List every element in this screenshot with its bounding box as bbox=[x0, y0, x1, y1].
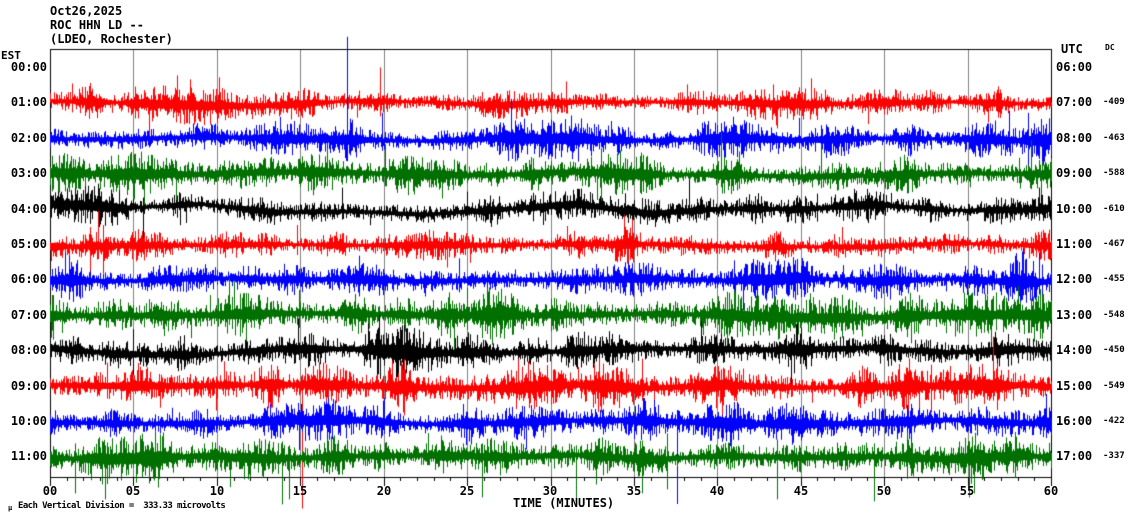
est-hour-label: 09:00 bbox=[10, 379, 47, 393]
est-axis-header: EST bbox=[1, 49, 21, 62]
utc-hour-label: 08:00 bbox=[1056, 131, 1093, 145]
minute-tick-label: 45 bbox=[793, 484, 809, 498]
utc-hour-label: 10:00 bbox=[1056, 202, 1093, 216]
dc-offset-value: -610 bbox=[1103, 204, 1125, 214]
minute-tick-label: 15 bbox=[292, 484, 308, 498]
est-hour-label: 11:00 bbox=[10, 449, 47, 463]
dc-offset-value: -548 bbox=[1103, 310, 1125, 320]
est-hour-label: 00:00 bbox=[10, 60, 47, 74]
utc-hour-label: 17:00 bbox=[1056, 449, 1093, 463]
mu-mark: μ bbox=[8, 504, 13, 512]
dc-offset-value: -409 bbox=[1103, 97, 1125, 107]
est-hour-label: 08:00 bbox=[10, 343, 47, 357]
utc-hour-label: 09:00 bbox=[1056, 166, 1093, 180]
utc-hour-label: 15:00 bbox=[1056, 379, 1093, 393]
est-hour-label: 02:00 bbox=[10, 131, 47, 145]
utc-hour-label: 16:00 bbox=[1056, 414, 1093, 428]
dc-column-header: DC bbox=[1105, 43, 1115, 52]
dc-offset-value: -337 bbox=[1103, 451, 1125, 461]
dc-offset-value: -450 bbox=[1103, 345, 1125, 355]
minute-tick-label: 20 bbox=[376, 484, 392, 498]
utc-axis-header: UTC bbox=[1061, 42, 1083, 56]
dc-offset-value: -588 bbox=[1103, 168, 1125, 178]
x-axis-title: TIME (MINUTES) bbox=[513, 496, 615, 510]
est-hour-label: 07:00 bbox=[10, 308, 47, 322]
minute-tick-label: 40 bbox=[709, 484, 725, 498]
minute-tick-label: 25 bbox=[459, 484, 475, 498]
est-hour-label: 04:00 bbox=[10, 202, 47, 216]
minute-tick-label: 05 bbox=[125, 484, 141, 498]
dc-offset-value: -455 bbox=[1103, 274, 1125, 284]
est-hour-label: 03:00 bbox=[10, 166, 47, 180]
minute-tick-label: 50 bbox=[876, 484, 892, 498]
est-hour-label: 06:00 bbox=[10, 272, 47, 286]
dc-offset-value: -422 bbox=[1103, 416, 1125, 426]
utc-hour-label: 07:00 bbox=[1056, 95, 1093, 109]
utc-hour-label: 06:00 bbox=[1056, 60, 1093, 74]
dc-offset-value: -549 bbox=[1103, 381, 1125, 391]
dc-offset-value: -467 bbox=[1103, 239, 1125, 249]
est-hour-label: 01:00 bbox=[10, 95, 47, 109]
station-title: ROC HHN LD -- bbox=[50, 18, 144, 32]
scale-note: Each Vertical Division = 333.33 microvol… bbox=[18, 501, 226, 511]
date-title: Oct26,2025 bbox=[50, 4, 123, 18]
est-hour-label: 05:00 bbox=[10, 237, 47, 251]
network-title: (LDEO, Rochester) bbox=[50, 32, 173, 46]
utc-hour-label: 13:00 bbox=[1056, 308, 1093, 322]
minute-tick-label: 00 bbox=[42, 484, 58, 498]
utc-hour-label: 12:00 bbox=[1056, 272, 1093, 286]
minute-tick-label: 35 bbox=[626, 484, 642, 498]
est-hour-label: 10:00 bbox=[10, 414, 47, 428]
dc-offset-value: -463 bbox=[1103, 133, 1125, 143]
minute-tick-label: 60 bbox=[1043, 484, 1059, 498]
minute-tick-label: 10 bbox=[209, 484, 225, 498]
minute-tick-label: 55 bbox=[959, 484, 975, 498]
utc-hour-label: 11:00 bbox=[1056, 237, 1093, 251]
minute-tick-label: 30 bbox=[542, 484, 558, 498]
utc-hour-label: 14:00 bbox=[1056, 343, 1093, 357]
